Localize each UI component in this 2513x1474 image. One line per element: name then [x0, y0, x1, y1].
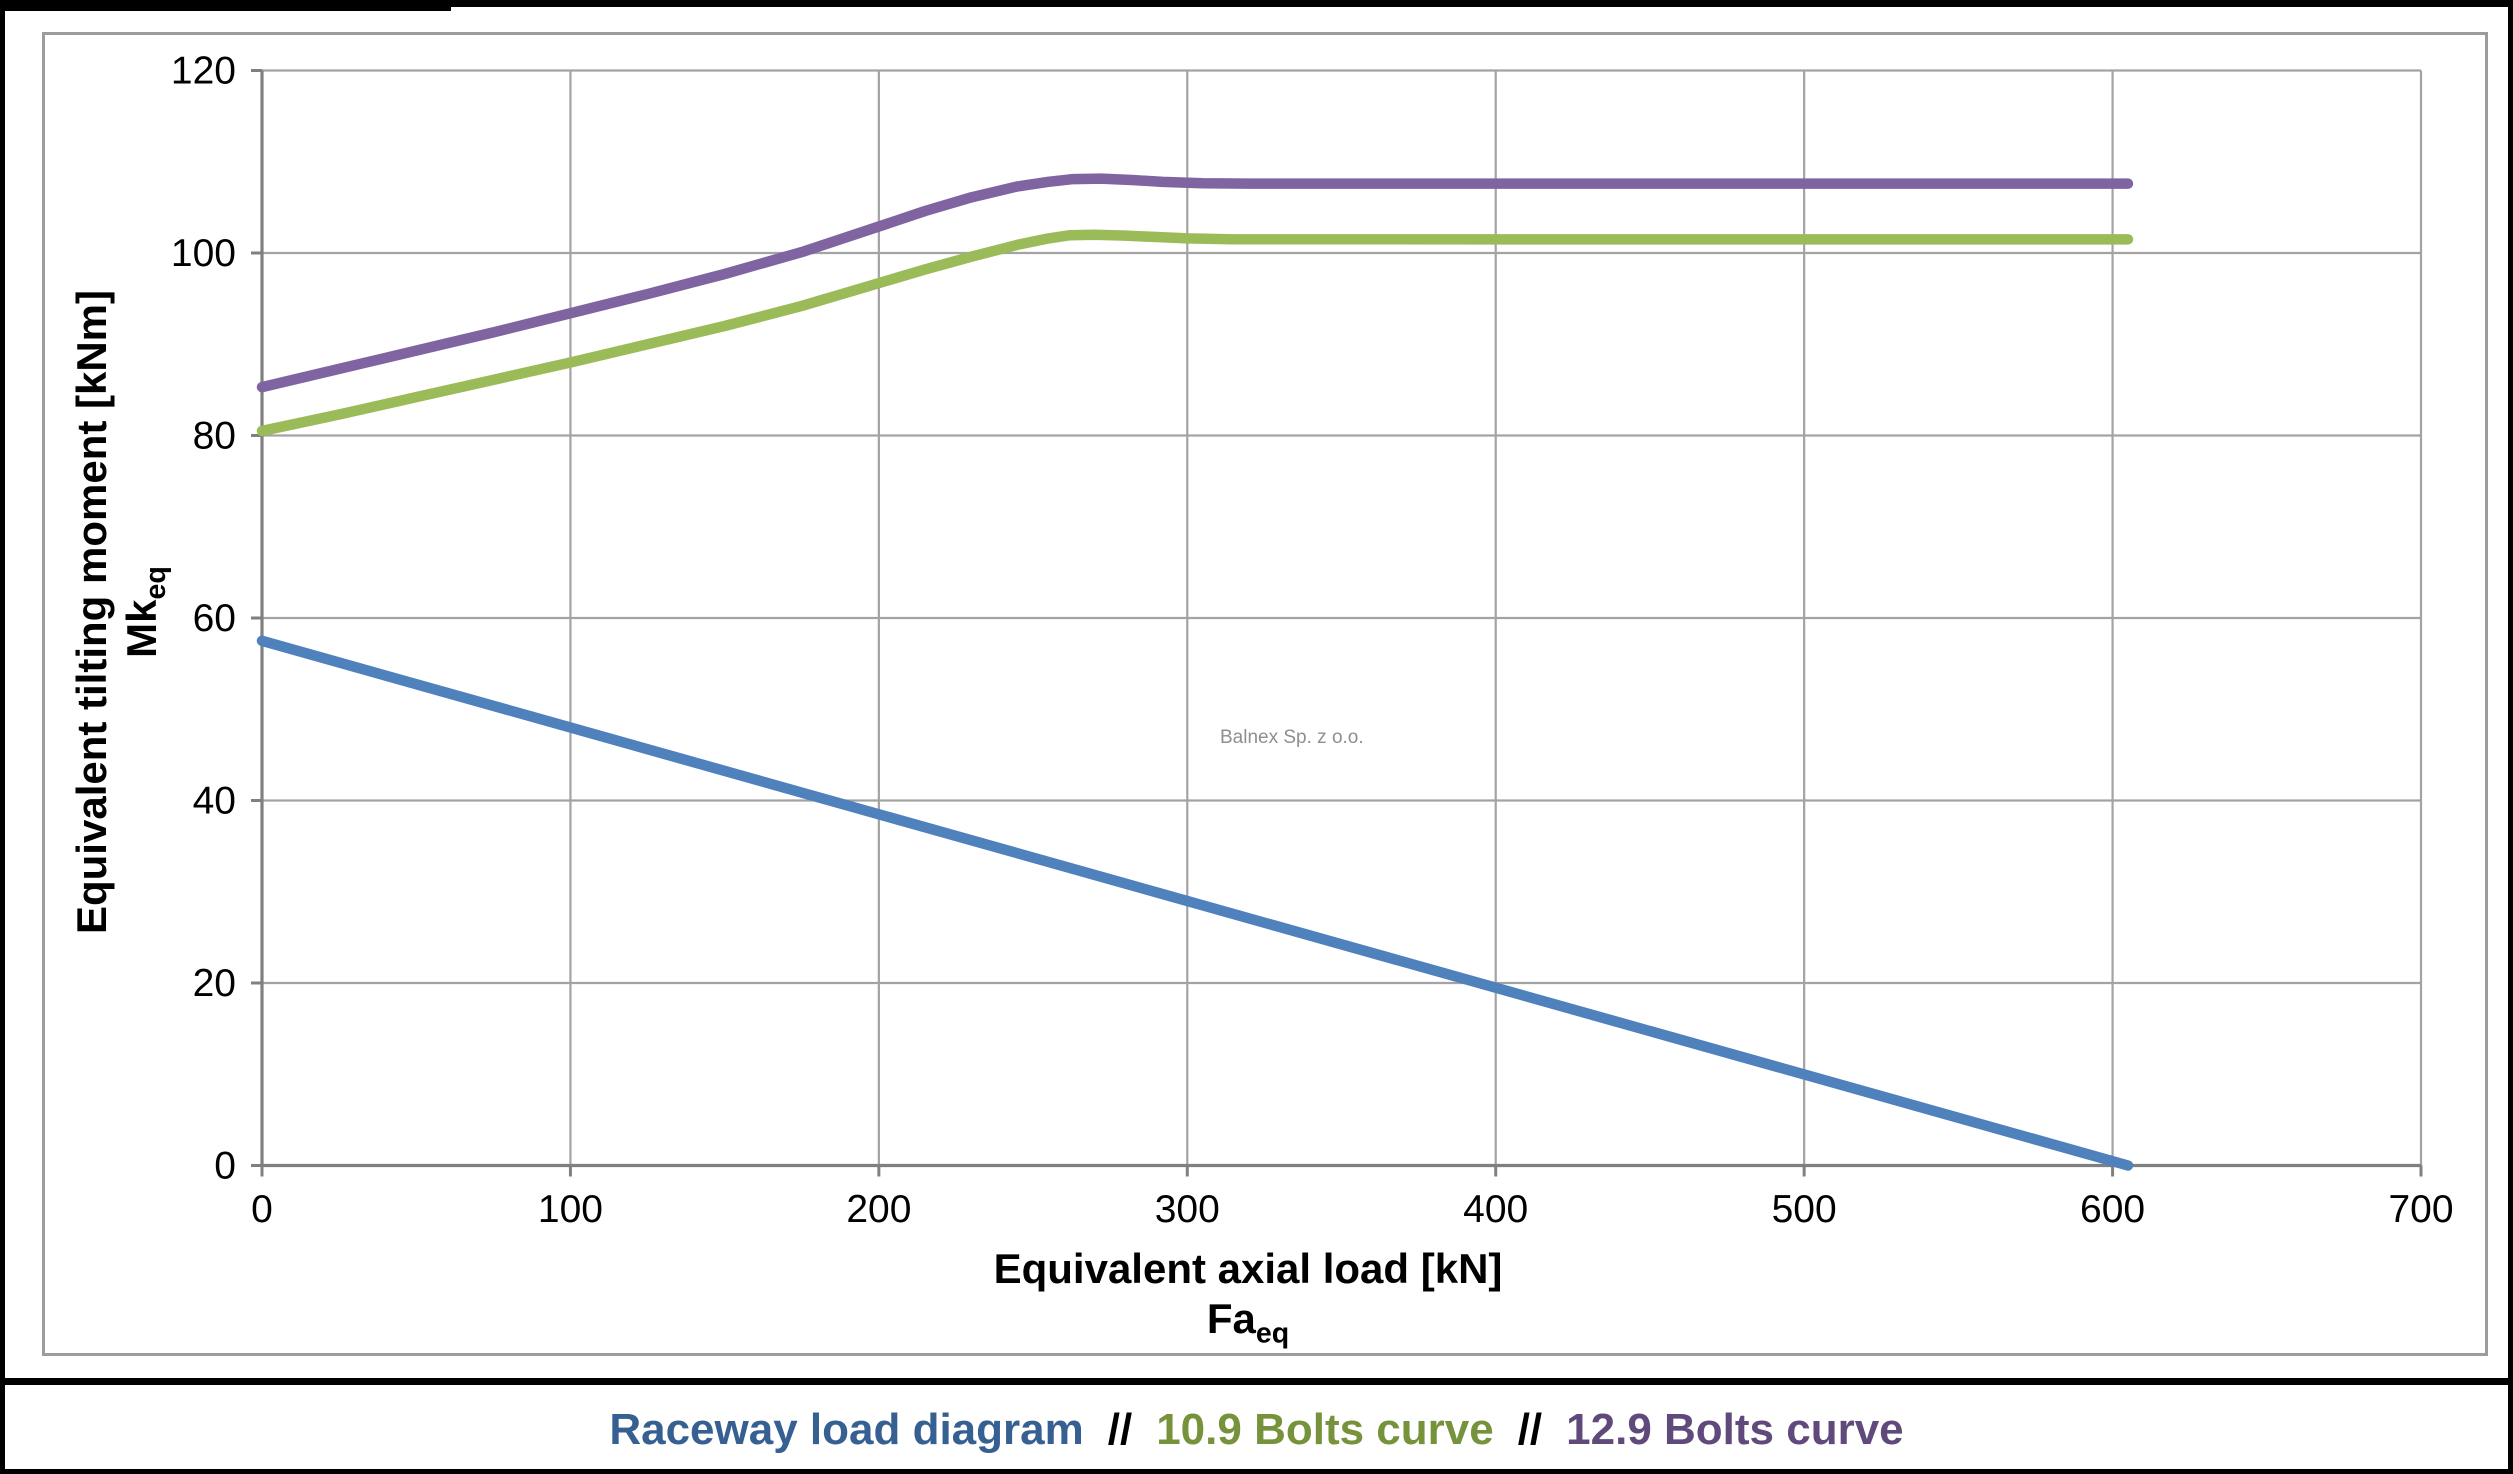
- curve-10-9-bolts-curve: [256, 229, 2134, 437]
- y-axis-title-text: Equivalent tilting moment [kNm]: [67, 289, 115, 935]
- legend-bar: Raceway load diagram // 10.9 Bolts curve…: [0, 1378, 2513, 1474]
- watermark: Balnex Sp. z o.o.: [1220, 727, 1364, 748]
- legend-item-10-9-bolts-curve: 10.9 Bolts curve: [1156, 1404, 1494, 1454]
- y-tick-label: 20: [193, 962, 236, 1005]
- x-tick-label: 700: [2388, 1188, 2453, 1231]
- y-tick-label: 60: [193, 597, 236, 640]
- y-tick-label: 40: [193, 780, 236, 823]
- legend-item-raceway-load-diagram: Raceway load diagram: [609, 1404, 1084, 1454]
- x-tick-label: 0: [251, 1188, 273, 1231]
- cutoff-table-edge: [0, 0, 451, 11]
- y-tick-label: 0: [214, 1145, 236, 1188]
- curve-12-9-bolts-curve: [256, 173, 2134, 393]
- x-tick-label: 200: [846, 1188, 911, 1231]
- y-axis-title: Equivalent tilting moment [kNm] Mkeq: [67, 290, 181, 934]
- x-tick-label: 300: [1155, 1188, 1220, 1231]
- x-axis-title-text: Equivalent axial load [kN]: [993, 1245, 1503, 1292]
- y-tick-label: 100: [171, 232, 236, 275]
- x-tick-label: 600: [2080, 1188, 2145, 1231]
- x-axis-title: Equivalent axial load [kN] Faeq: [994, 1244, 1503, 1358]
- legend-item-12-9-bolts-curve: 12.9 Bolts curve: [1566, 1404, 1904, 1454]
- x-tick-label: 400: [1463, 1188, 1528, 1231]
- curve-raceway-load-diagram: [256, 635, 2134, 1171]
- legend-separator: //: [1107, 1404, 1133, 1454]
- y-tick-label: 80: [193, 415, 236, 458]
- y-tick-label: 120: [171, 50, 236, 93]
- x-tick-label: 100: [538, 1188, 603, 1231]
- y-axis-symbol: Mkeq: [117, 566, 173, 658]
- legend-separator: //: [1517, 1404, 1543, 1454]
- x-tick-label: 500: [1772, 1188, 1837, 1231]
- x-axis-symbol: Faeq: [1206, 1295, 1290, 1350]
